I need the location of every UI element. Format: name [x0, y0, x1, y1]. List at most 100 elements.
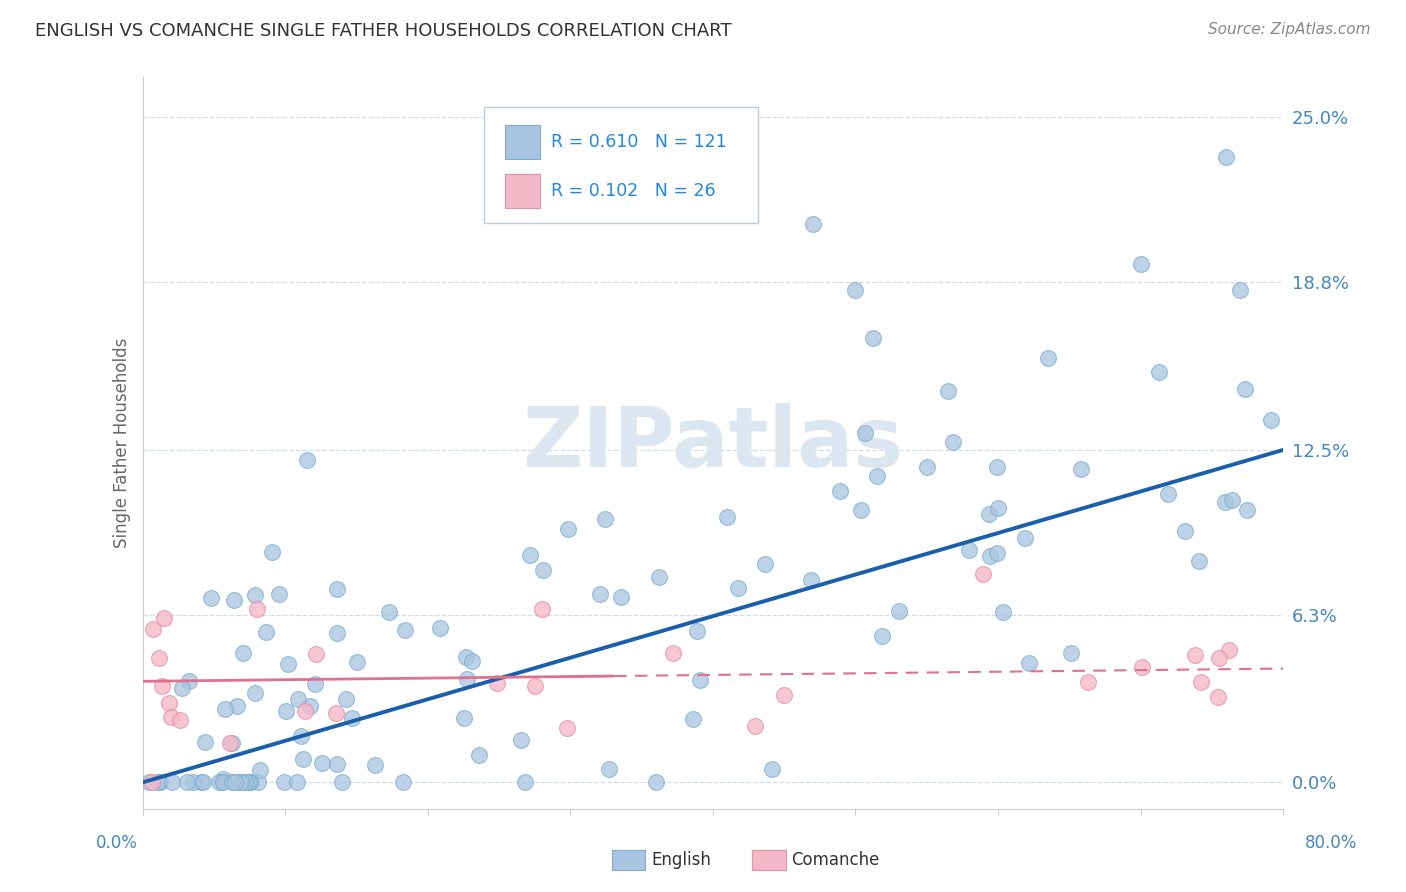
Point	[801, 217, 824, 231]
Point	[325, 757, 347, 772]
Point	[1036, 351, 1059, 366]
Point	[326, 625, 349, 640]
Point	[530, 602, 553, 616]
Point	[212, 772, 235, 787]
Point	[238, 775, 260, 789]
Point	[298, 699, 321, 714]
Point	[141, 775, 163, 789]
Point	[304, 677, 326, 691]
Point	[593, 511, 616, 525]
Text: Source: ZipAtlas.com: Source: ZipAtlas.com	[1208, 22, 1371, 37]
Point	[260, 545, 283, 559]
Point	[219, 735, 242, 749]
Point	[254, 625, 277, 640]
Text: 80.0%: 80.0%	[1305, 834, 1357, 852]
Point	[686, 624, 709, 639]
Point	[523, 679, 546, 693]
Point	[557, 522, 579, 536]
Point	[555, 721, 578, 735]
Point	[1218, 642, 1240, 657]
Point	[991, 605, 1014, 619]
Point	[287, 692, 309, 706]
Point	[335, 692, 357, 706]
Point	[461, 654, 484, 668]
Point	[364, 757, 387, 772]
Point	[1157, 487, 1180, 501]
Point	[285, 775, 308, 789]
Point	[987, 500, 1010, 515]
Point	[977, 507, 1000, 521]
Text: R = 0.102   N = 26: R = 0.102 N = 26	[551, 182, 716, 200]
Point	[226, 699, 249, 714]
Point	[232, 646, 254, 660]
Point	[589, 587, 612, 601]
Point	[1229, 283, 1251, 297]
Point	[148, 775, 170, 789]
Point	[979, 549, 1001, 563]
Point	[211, 775, 233, 789]
Point	[645, 775, 668, 789]
Point	[208, 775, 231, 789]
Point	[1014, 531, 1036, 545]
Point	[148, 651, 170, 665]
Point	[456, 650, 478, 665]
Point	[330, 775, 353, 789]
Point	[727, 581, 749, 595]
Text: Comanche: Comanche	[792, 851, 880, 869]
Point	[221, 736, 243, 750]
Point	[716, 510, 738, 524]
Point	[661, 646, 683, 660]
Point	[1130, 659, 1153, 673]
Point	[844, 283, 866, 297]
Point	[211, 775, 233, 789]
Point	[311, 756, 333, 770]
Text: English: English	[651, 851, 711, 869]
Point	[754, 557, 776, 571]
Point	[453, 711, 475, 725]
Point	[200, 591, 222, 605]
Point	[1189, 675, 1212, 690]
Point	[1233, 383, 1256, 397]
Point	[235, 775, 257, 789]
Point	[179, 674, 201, 689]
Point	[274, 704, 297, 718]
Point	[222, 592, 245, 607]
Point	[146, 775, 169, 789]
Point	[519, 549, 541, 563]
Point	[468, 747, 491, 762]
Point	[853, 425, 876, 440]
Point	[456, 672, 478, 686]
Point	[169, 713, 191, 727]
Point	[510, 733, 533, 747]
Point	[986, 546, 1008, 560]
Point	[1060, 646, 1083, 660]
Point	[229, 775, 252, 789]
Point	[972, 567, 994, 582]
Point	[142, 622, 165, 636]
Point	[887, 604, 910, 618]
Text: ZIPatlas: ZIPatlas	[523, 402, 904, 483]
Point	[772, 688, 794, 702]
Point	[346, 655, 368, 669]
Point	[849, 503, 872, 517]
Point	[249, 763, 271, 777]
Point	[149, 775, 172, 789]
Point	[1213, 495, 1236, 509]
Point	[190, 775, 212, 789]
Point	[513, 775, 536, 789]
Point	[157, 696, 180, 710]
Point	[1147, 365, 1170, 379]
Point	[1208, 651, 1230, 665]
Text: R = 0.610   N = 121: R = 0.610 N = 121	[551, 133, 727, 151]
Point	[394, 623, 416, 637]
Point	[1129, 257, 1152, 271]
Point	[986, 460, 1008, 475]
Point	[297, 453, 319, 467]
Point	[744, 719, 766, 733]
Point	[1260, 413, 1282, 427]
Point	[305, 647, 328, 661]
Point	[176, 775, 198, 789]
Point	[936, 384, 959, 399]
Point	[1215, 150, 1237, 164]
Point	[610, 590, 633, 604]
